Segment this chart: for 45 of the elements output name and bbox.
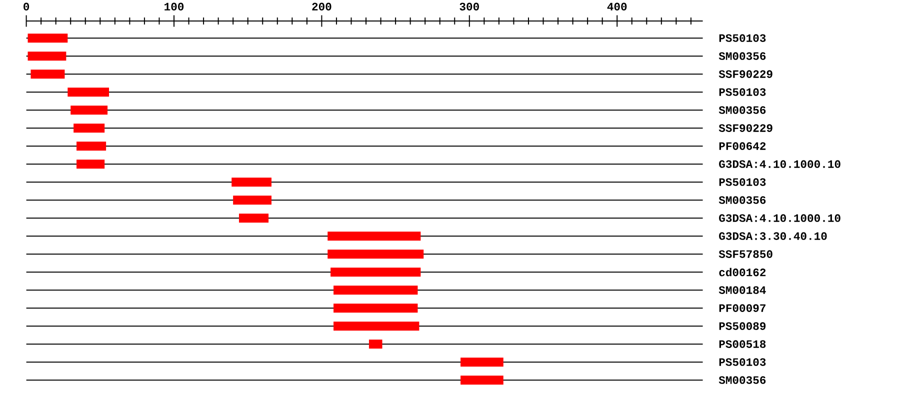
y-tick-label: PS50103 [719, 178, 766, 186]
y-tick-label: PS00518 [719, 340, 766, 348]
x-tick-label: 200 [312, 2, 332, 10]
y-tick-label: PS50089 [719, 322, 766, 330]
bar [460, 358, 504, 367]
x-tick-label: 100 [164, 2, 184, 10]
y-tick-label: cd00162 [719, 268, 766, 276]
y-tick-label: SM00356 [718, 196, 766, 204]
bar [30, 70, 65, 79]
y-tick-label: PF00642 [719, 142, 766, 150]
bar [68, 88, 110, 97]
y-tick-label: PS50103 [719, 88, 766, 96]
bar [28, 34, 68, 43]
bar [334, 304, 418, 313]
y-tick-label: SSF90229 [718, 124, 772, 132]
y-tick-label: SSF90229 [718, 70, 772, 78]
bar [330, 268, 421, 277]
bar [76, 142, 106, 151]
y-tick-label: PF00097 [719, 304, 766, 312]
bar [334, 322, 420, 331]
bar [238, 214, 269, 223]
y-tick-label: PS50103 [719, 358, 766, 366]
y-tick-label: G3DSA:4.10.1000.10 [719, 160, 840, 168]
y-tick-label: G3DSA:4.10.1000.10 [719, 214, 840, 222]
bar [328, 250, 424, 259]
y-tick-label: SM00356 [718, 106, 766, 114]
bar [232, 178, 272, 187]
bar [76, 160, 105, 169]
bar [70, 106, 108, 115]
bar [460, 376, 504, 385]
y-tick-label: SM00356 [718, 52, 766, 60]
bar [328, 232, 421, 241]
bar [233, 196, 272, 205]
bar [74, 124, 105, 133]
bar [334, 286, 418, 295]
bar [368, 340, 382, 349]
x-tick-label: 0 [24, 2, 30, 10]
y-tick-label: SM00184 [718, 286, 766, 294]
x-tick-label: 300 [460, 2, 479, 10]
y-tick-label: SSF57850 [718, 250, 772, 258]
y-tick-label: PS50103 [719, 34, 766, 42]
y-tick-label: SM00356 [718, 376, 766, 384]
bar [28, 52, 66, 61]
x-tick-label: 400 [607, 2, 627, 10]
y-tick-label: G3DSA:3.30.40.10 [719, 232, 827, 240]
